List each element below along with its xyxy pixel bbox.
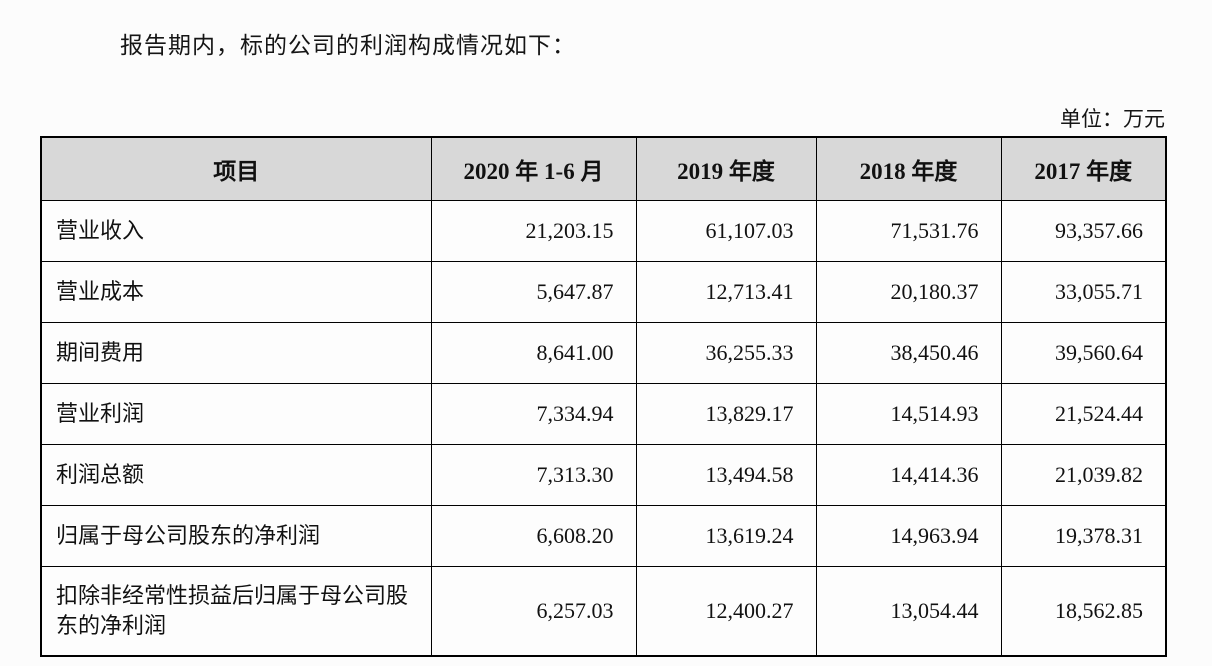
value-cell: 18,562.85: [1000, 566, 1167, 657]
value-cell: 7,334.94: [430, 383, 637, 445]
value-cell: 8,641.00: [430, 322, 637, 384]
value-cell: 13,619.24: [635, 505, 817, 567]
value-cell: 19,378.31: [1000, 505, 1167, 567]
row-label: 营业收入: [40, 200, 432, 262]
value-cell: 20,180.37: [815, 261, 1002, 323]
header-2018: 2018 年度: [815, 136, 1002, 201]
profit-composition-table: 项目 2020 年 1-6 月 2019 年度 2018 年度 2017 年度 …: [40, 136, 1167, 657]
table-row: 扣除非经常性损益后归属于母公司股东的净利润 6,257.03 12,400.27…: [40, 566, 1167, 657]
value-cell: 36,255.33: [635, 322, 817, 384]
header-item: 项目: [40, 136, 432, 201]
intro-paragraph: 报告期内，标的公司的利润构成情况如下：: [120, 33, 576, 58]
value-cell: 93,357.66: [1000, 200, 1167, 262]
row-label: 扣除非经常性损益后归属于母公司股东的净利润: [40, 566, 432, 657]
value-cell: 7,313.30: [430, 444, 637, 506]
value-cell: 13,054.44: [815, 566, 1002, 657]
row-label: 期间费用: [40, 322, 432, 384]
table-header-row: 项目 2020 年 1-6 月 2019 年度 2018 年度 2017 年度: [40, 136, 1167, 201]
value-cell: 5,647.87: [430, 261, 637, 323]
value-cell: 71,531.76: [815, 200, 1002, 262]
value-cell: 39,560.64: [1000, 322, 1167, 384]
value-cell: 33,055.71: [1000, 261, 1167, 323]
value-cell: 14,963.94: [815, 505, 1002, 567]
value-cell: 13,829.17: [635, 383, 817, 445]
value-cell: 21,524.44: [1000, 383, 1167, 445]
value-cell: 6,608.20: [430, 505, 637, 567]
table-row: 营业利润 7,334.94 13,829.17 14,514.93 21,524…: [40, 383, 1167, 445]
table-row: 归属于母公司股东的净利润 6,608.20 13,619.24 14,963.9…: [40, 505, 1167, 567]
value-cell: 38,450.46: [815, 322, 1002, 384]
header-2019: 2019 年度: [635, 136, 817, 201]
header-2017: 2017 年度: [1000, 136, 1167, 201]
unit-label: 单位：万元: [1060, 107, 1165, 131]
value-cell: 61,107.03: [635, 200, 817, 262]
value-cell: 6,257.03: [430, 566, 637, 657]
row-label: 归属于母公司股东的净利润: [40, 505, 432, 567]
value-cell: 21,039.82: [1000, 444, 1167, 506]
value-cell: 13,494.58: [635, 444, 817, 506]
value-cell: 12,713.41: [635, 261, 817, 323]
value-cell: 12,400.27: [635, 566, 817, 657]
row-label: 营业利润: [40, 383, 432, 445]
value-cell: 14,414.36: [815, 444, 1002, 506]
value-cell: 14,514.93: [815, 383, 1002, 445]
row-label: 利润总额: [40, 444, 432, 506]
table-row: 营业成本 5,647.87 12,713.41 20,180.37 33,055…: [40, 261, 1167, 323]
value-cell: 21,203.15: [430, 200, 637, 262]
table-row: 利润总额 7,313.30 13,494.58 14,414.36 21,039…: [40, 444, 1167, 506]
table-row: 期间费用 8,641.00 36,255.33 38,450.46 39,560…: [40, 322, 1167, 384]
header-2020h1: 2020 年 1-6 月: [430, 136, 637, 201]
table-row: 营业收入 21,203.15 61,107.03 71,531.76 93,35…: [40, 200, 1167, 262]
row-label: 营业成本: [40, 261, 432, 323]
